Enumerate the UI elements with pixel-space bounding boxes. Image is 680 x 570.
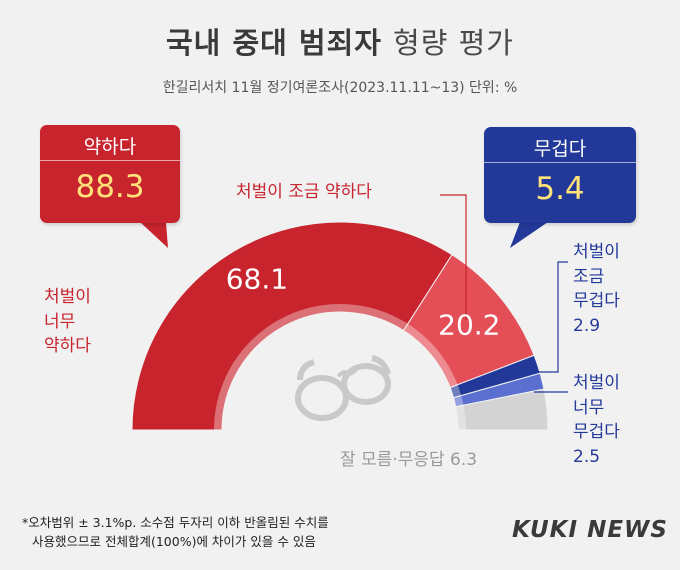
annotation-very-weak: 처벌이 너무 약하다 xyxy=(44,285,91,359)
heavy-summary-value: 5.4 xyxy=(484,162,636,207)
annotation-line: 처벌이 xyxy=(573,242,620,262)
weak-box-pointer xyxy=(140,222,168,248)
heavy-summary-label: 무겁다 xyxy=(533,138,587,160)
annotation-line: 무겁다 xyxy=(573,291,620,312)
annotation-line: 조금 xyxy=(573,266,605,287)
data-label-slice1: 20.2 xyxy=(438,308,500,341)
annotation-very-heavy: 처벌이 너무 무겁다 2.5 xyxy=(573,371,620,470)
annotation-slightly-heavy: 처벌이 조금 무겁다 2.9 xyxy=(573,240,620,339)
handcuffs-icon xyxy=(295,355,391,421)
kuki-news-logo: KUKI NEWS xyxy=(512,517,668,543)
title-bold: 국내 중대 범죄자 xyxy=(165,26,382,60)
annotation-line: 너무 xyxy=(573,397,605,418)
heavy-box-pointer xyxy=(510,222,548,248)
inner-ring-accent xyxy=(214,304,466,431)
annotation-line: 2.5 xyxy=(573,446,601,467)
weak-summary-box: 약하다 88.3 xyxy=(40,125,180,223)
annotation-line: 너무 xyxy=(44,311,76,332)
annotation-line: 처벌이 xyxy=(573,373,620,393)
leader-lines xyxy=(440,194,568,393)
annotation-line: 무겁다 xyxy=(573,422,620,443)
weak-summary-value: 88.3 xyxy=(40,160,180,205)
slice-4 xyxy=(455,388,549,431)
page-title: 국내 중대 범죄자 형량 평가 xyxy=(0,20,680,62)
heavy-summary-box: 무겁다 5.4 xyxy=(484,127,636,223)
slightly-heavy-leader xyxy=(520,261,568,373)
slice-0 xyxy=(131,221,453,431)
data-label-slice0: 68.1 xyxy=(226,262,288,295)
annotation-line: 약하다 xyxy=(44,336,91,357)
title-light: 형량 평가 xyxy=(393,26,514,60)
footnote-line: *오차범위 ± 3.1%p. 소수점 두자리 이하 반올림된 수치를 xyxy=(22,515,329,530)
annotation-slightly-weak: 처벌이 조금 약하다 xyxy=(236,182,372,202)
annotation-unknown: 잘 모름·무응답 6.3 xyxy=(340,450,478,470)
annotation-line: 처벌이 xyxy=(44,287,91,307)
annotation-line: 2.9 xyxy=(573,315,601,336)
weak-summary-label: 약하다 xyxy=(83,136,137,158)
footnote: *오차범위 ± 3.1%p. 소수점 두자리 이하 반올림된 수치를 사용했으므… xyxy=(22,514,329,552)
slightly-weak-leader xyxy=(440,194,467,320)
footnote-line: 사용했으므로 전체합계(100%)에 차이가 있을 수 있음 xyxy=(32,533,316,549)
page-subtitle: 한길리서치 11월 정기여론조사(2023.11.11~13) 단위: % xyxy=(162,80,518,96)
callout-pointers xyxy=(140,222,548,248)
